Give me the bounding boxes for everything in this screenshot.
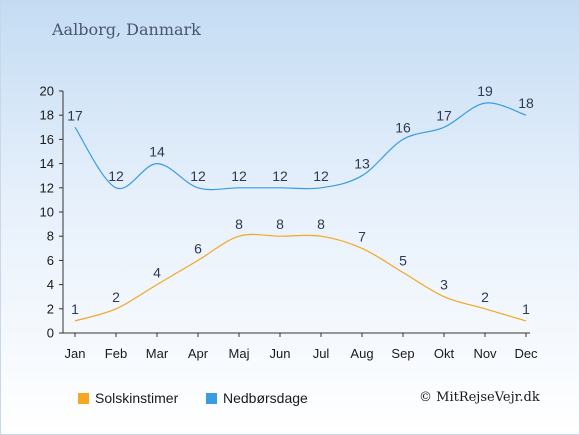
legend-item-sunshine: Solskinstimer bbox=[78, 390, 178, 406]
data-label-rain-days: 12 bbox=[272, 168, 288, 184]
y-axis-tick-labels: 0 2 4 6 8 10 12 14 16 18 20 bbox=[40, 84, 54, 341]
data-label-rain-days: 12 bbox=[190, 168, 206, 184]
y-tick-label: 2 bbox=[47, 301, 54, 316]
series-line-sunshine bbox=[74, 233, 527, 322]
data-label-rain-days: 16 bbox=[395, 119, 411, 135]
data-label-sunshine: 1 bbox=[71, 301, 79, 317]
chart-axes bbox=[59, 90, 530, 337]
y-tick-label: 20 bbox=[40, 84, 54, 99]
copyright-credit: © MitRejseVejr.dk bbox=[419, 390, 540, 405]
data-label-rain-days: 17 bbox=[67, 107, 83, 123]
data-label-sunshine: 2 bbox=[112, 289, 120, 305]
x-tick-label: Maj bbox=[229, 346, 250, 361]
data-label-sunshine: 5 bbox=[399, 253, 407, 269]
legend-label-rain-days: Nedbørsdage bbox=[223, 390, 308, 406]
x-tick-label: Nov bbox=[473, 346, 497, 361]
y-tick-label: 18 bbox=[40, 108, 54, 123]
y-tick-label: 4 bbox=[47, 277, 54, 292]
legend-item-rain-days: Nedbørsdage bbox=[206, 390, 308, 406]
data-label-sunshine: 2 bbox=[481, 289, 489, 305]
series-lines bbox=[74, 102, 527, 322]
legend-label-sunshine: Solskinstimer bbox=[95, 390, 179, 406]
legend-swatch-rain-days bbox=[206, 392, 217, 404]
series-line-rain-days bbox=[74, 102, 527, 191]
y-tick-label: 10 bbox=[40, 205, 54, 220]
data-label-sunshine: 8 bbox=[317, 216, 325, 232]
x-tick-label: Jul bbox=[313, 346, 330, 361]
y-tick-label: 14 bbox=[40, 156, 54, 171]
data-label-rain-days: 13 bbox=[354, 156, 370, 172]
y-tick-label: 16 bbox=[40, 132, 54, 147]
y-tick-label: 8 bbox=[47, 229, 54, 244]
data-label-sunshine: 3 bbox=[440, 277, 448, 293]
chart-title: Aalborg, Danmark bbox=[52, 20, 201, 39]
data-label-rain-days: 17 bbox=[436, 107, 452, 123]
x-tick-label: Jun bbox=[270, 346, 291, 361]
x-tick-label: Dec bbox=[514, 346, 538, 361]
y-tick-label: 12 bbox=[40, 180, 54, 195]
x-tick-label: Sep bbox=[391, 346, 414, 361]
data-label-sunshine: 4 bbox=[153, 265, 161, 281]
x-tick-label: Jan bbox=[65, 346, 86, 361]
y-tick-label: 6 bbox=[47, 253, 54, 268]
x-tick-label: Aug bbox=[350, 346, 373, 361]
x-tick-label: Feb bbox=[105, 346, 127, 361]
x-axis-tick-labels: Jan Feb Mar Apr Maj Jun Jul Aug Sep Okt Nov Dec bbox=[65, 346, 539, 361]
data-label-rain-days: 12 bbox=[313, 168, 329, 184]
data-label-rain-days: 18 bbox=[518, 95, 534, 111]
data-label-sunshine: 6 bbox=[194, 240, 202, 256]
data-label-sunshine: 1 bbox=[522, 301, 530, 317]
data-label-sunshine: 8 bbox=[276, 216, 284, 232]
x-tick-label: Mar bbox=[146, 346, 169, 361]
data-label-rain-days: 14 bbox=[149, 144, 165, 160]
data-label-sunshine: 8 bbox=[235, 216, 243, 232]
data-label-sunshine: 7 bbox=[358, 228, 366, 244]
data-label-rain-days: 19 bbox=[477, 83, 493, 99]
legend-swatch-sunshine bbox=[78, 392, 89, 404]
x-tick-label: Okt bbox=[434, 346, 455, 361]
data-label-rain-days: 12 bbox=[231, 168, 247, 184]
y-tick-label: 0 bbox=[47, 326, 54, 341]
data-label-rain-days: 12 bbox=[108, 168, 124, 184]
x-tick-label: Apr bbox=[188, 346, 209, 361]
